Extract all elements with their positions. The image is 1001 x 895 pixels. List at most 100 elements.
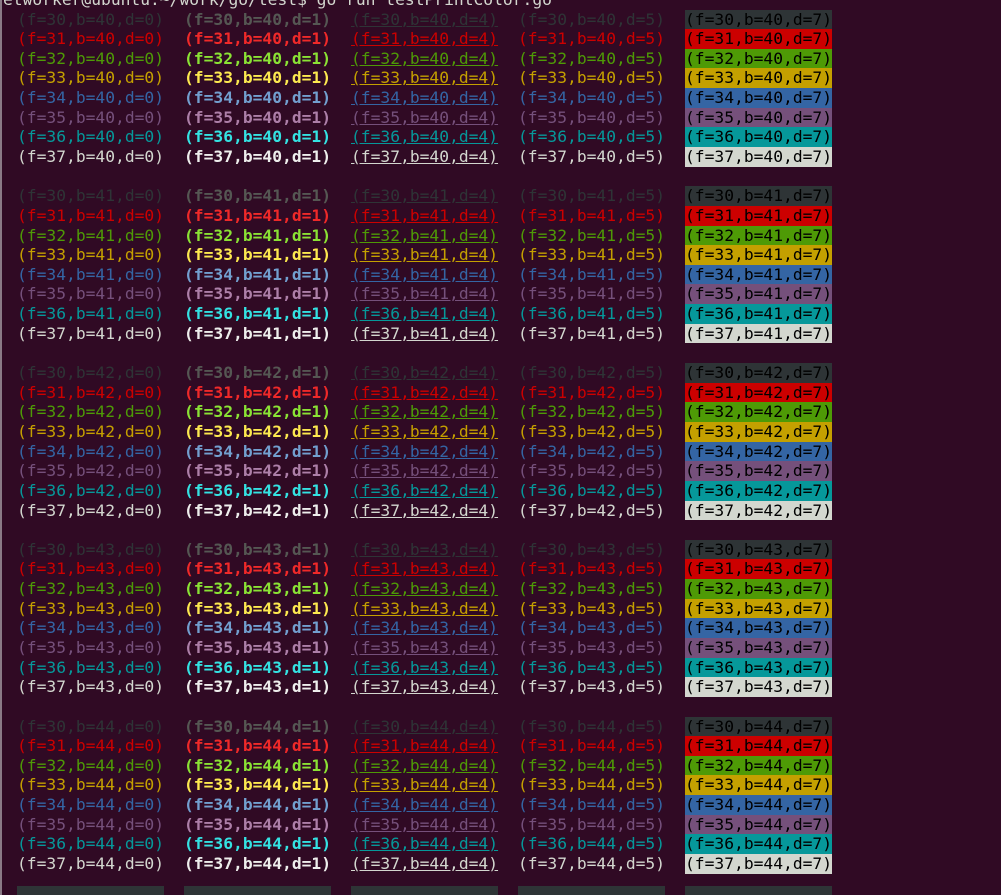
color-sample: (f=35,b=41,d=4) [351,284,499,304]
color-sample: (f=31,b=42,d=1) [184,382,332,402]
color-sample: (f=34,b=42,d=7) [685,441,833,462]
color-sample: (f=37,b=42,d=0) [17,500,165,520]
color-sample: (f=34,b=44,d=7) [685,795,833,815]
color-sample: (f=35,b=44,d=5) [518,814,666,834]
color-sample: (f=30,b=43,d=1) [184,539,332,559]
color-sample: (f=36,b=44,d=0) [17,834,165,854]
color-sample: (f=33,b=42,d=5) [518,421,666,441]
color-sample: (f=37,b=40,d=5) [518,147,666,166]
color-sample: (f=36,b=42,d=1) [184,480,332,500]
color-sample: (f=35,b=43,d=7) [685,638,833,658]
color-sample: (f=36,b=41,d=4) [351,304,499,324]
color-sample: (f=36,b=43,d=7) [685,657,833,678]
color-sample: (f=35,b=41,d=5) [518,284,666,304]
color-sample: (f=33,b=41,d=4) [351,245,499,265]
color-sample: (f=33,b=44,d=4) [351,775,499,795]
color-sample: (f=33,b=41,d=1) [184,245,332,265]
color-sample: (f=36,b=40,d=1) [184,127,332,147]
color-sample: (f=36,b=40,d=4) [351,127,499,147]
partial-row [184,886,331,895]
color-sample: (f=33,b=40,d=4) [351,68,499,88]
color-sample: (f=35,b=40,d=0) [17,107,165,127]
color-sample: (f=31,b=44,d=5) [518,736,666,756]
color-sample: (f=30,b=41,d=1) [184,186,332,206]
color-sample: (f=36,b=42,d=7) [685,480,833,501]
color-sample: (f=31,b=43,d=5) [518,559,666,579]
color-sample: (f=36,b=42,d=4) [351,480,499,500]
color-sample: (f=32,b=40,d=0) [17,48,165,68]
color-sample: (f=32,b=41,d=4) [351,225,499,245]
color-sample: (f=37,b=44,d=1) [184,854,332,874]
color-sample: (f=30,b=40,d=5) [518,9,666,29]
color-sample: (f=30,b=44,d=4) [351,716,499,736]
color-sample: (f=32,b=40,d=5) [518,48,666,68]
color-sample: (f=36,b=43,d=0) [17,657,165,677]
color-sample: (f=32,b=42,d=5) [518,402,666,422]
color-sample: (f=37,b=44,d=7) [685,854,833,874]
color-sample: (f=36,b=44,d=7) [685,834,833,855]
color-sample: (f=30,b=40,d=1) [184,9,332,29]
color-sample: (f=33,b=42,d=1) [184,421,332,441]
color-sample: (f=33,b=41,d=7) [685,245,833,265]
color-sample: (f=32,b=42,d=0) [17,402,165,422]
color-sample: (f=32,b=42,d=4) [351,402,499,422]
color-sample: (f=31,b=40,d=5) [518,29,666,49]
color-sample: (f=34,b=42,d=5) [518,441,666,461]
color-sample: (f=30,b=44,d=1) [184,716,332,736]
color-sample: (f=34,b=40,d=0) [17,88,165,108]
color-sample: (f=33,b=43,d=1) [184,598,332,618]
color-sample: (f=36,b=44,d=5) [518,834,666,854]
color-sample: (f=32,b=43,d=1) [184,579,332,599]
color-sample: (f=34,b=41,d=4) [351,264,499,284]
color-sample: (f=31,b=41,d=5) [518,205,666,225]
color-sample: (f=35,b=44,d=4) [351,814,499,834]
color-sample: (f=34,b=40,d=7) [685,88,833,108]
partial-row [685,886,832,895]
color-sample: (f=34,b=40,d=1) [184,88,332,108]
color-sample: (f=32,b=42,d=7) [685,402,833,422]
color-sample: (f=37,b=43,d=0) [17,677,165,697]
color-sample: (f=37,b=42,d=5) [518,500,666,520]
color-sample: (f=30,b=44,d=7) [685,716,833,737]
color-sample: (f=37,b=42,d=4) [351,500,499,520]
color-sample: (f=33,b=44,d=5) [518,775,666,795]
color-sample: (f=35,b=44,d=0) [17,814,165,834]
color-sample: (f=34,b=41,d=0) [17,264,165,284]
color-sample: (f=37,b=40,d=4) [351,147,499,166]
color-sample: (f=36,b=40,d=0) [17,127,165,147]
color-sample: (f=34,b=43,d=5) [518,618,666,638]
color-sample: (f=35,b=44,d=1) [184,814,332,834]
color-sample: (f=30,b=43,d=7) [685,539,833,560]
color-sample: (f=35,b=44,d=7) [685,814,833,835]
color-sample: (f=35,b=43,d=5) [518,638,666,657]
color-sample: (f=37,b=43,d=4) [351,677,499,697]
color-sample: (f=31,b=43,d=7) [685,559,833,580]
color-sample: (f=30,b=42,d=5) [518,363,666,383]
color-sample: (f=34,b=42,d=4) [351,441,499,461]
color-sample: (f=33,b=40,d=1) [184,68,332,88]
color-sample: (f=33,b=44,d=1) [184,775,332,795]
window-edge [0,0,2,895]
color-sample: (f=36,b=41,d=0) [17,304,165,324]
color-sample: (f=30,b=42,d=0) [17,363,165,383]
color-sample: (f=31,b=44,d=7) [685,736,833,756]
color-sample: (f=30,b=41,d=5) [518,186,666,206]
color-sample: (f=33,b=43,d=7) [685,598,833,619]
color-sample: (f=36,b=42,d=5) [518,480,666,500]
color-sample: (f=33,b=43,d=0) [17,598,165,618]
color-sample: (f=32,b=40,d=1) [184,48,332,68]
color-sample: (f=36,b=40,d=7) [685,127,833,147]
color-sample: (f=32,b=41,d=1) [184,225,332,245]
color-sample: (f=37,b=41,d=0) [17,323,165,343]
color-sample: (f=32,b=44,d=7) [685,755,833,776]
color-sample: (f=31,b=42,d=4) [351,382,499,402]
color-sample: (f=35,b=41,d=1) [184,284,332,304]
color-sample: (f=37,b=43,d=1) [184,677,332,697]
color-sample: (f=32,b=43,d=4) [351,579,499,599]
color-sample: (f=34,b=43,d=4) [351,618,499,638]
color-sample: (f=34,b=43,d=1) [184,618,332,638]
color-sample: (f=34,b=44,d=1) [184,795,332,815]
color-sample: (f=33,b=41,d=0) [17,245,165,265]
color-sample: (f=33,b=42,d=7) [685,421,833,442]
